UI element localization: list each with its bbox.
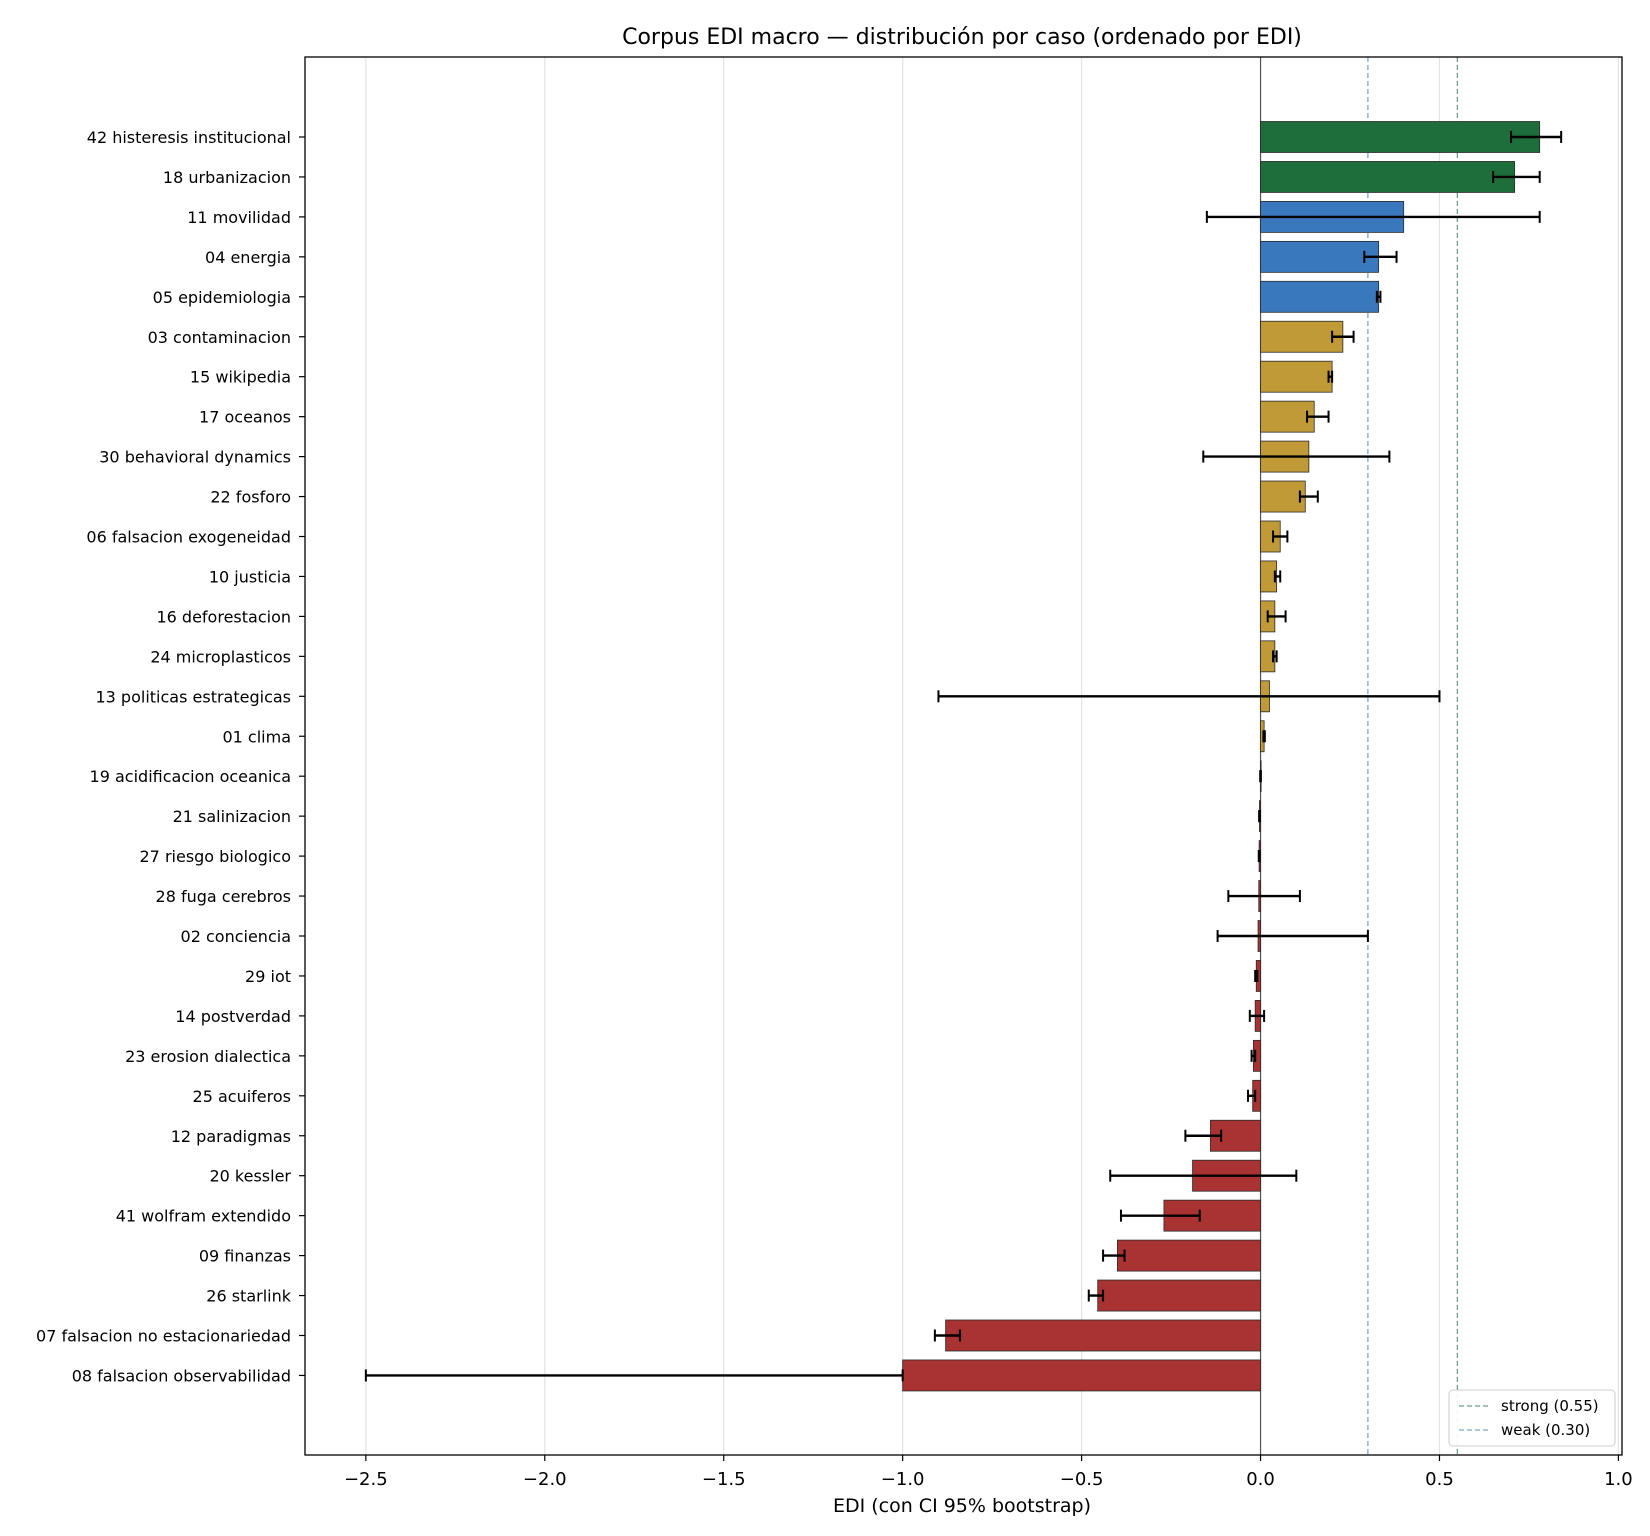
- y-tick-label: 27 riesgo biologico: [140, 847, 292, 866]
- bar: [1260, 360, 1333, 393]
- y-tick-label: 11 movilidad: [187, 208, 291, 227]
- y-tick-label: 06 falsacion exogeneidad: [86, 528, 291, 547]
- bar: [1260, 240, 1380, 273]
- y-tick-label: 09 finanzas: [199, 1247, 291, 1266]
- x-tick-label: 0.0: [1246, 1469, 1275, 1490]
- y-axis-ticks: 42 histeresis institucional 18 urbanizaci…: [36, 128, 305, 1385]
- y-tick-label: 07 falsacion no estacionariedad: [36, 1327, 291, 1346]
- y-tick-label: 21 salinizacion: [173, 807, 291, 826]
- y-tick-label: 22 fosforo: [210, 488, 291, 507]
- y-tick-label: 05 epidemiologia: [153, 288, 291, 307]
- y-tick-label: 15 wikipedia: [190, 368, 291, 387]
- bar: [1260, 480, 1306, 513]
- y-tick-label: 20 kessler: [209, 1167, 291, 1186]
- x-tick-label: −1.0: [881, 1469, 925, 1490]
- x-tick-label: −0.5: [1060, 1469, 1104, 1490]
- y-tick-label: 19 acidificacion oceanica: [90, 767, 291, 786]
- y-tick-label: 41 wolfram extendido: [116, 1207, 291, 1226]
- bars: [902, 121, 1541, 1392]
- bar: [1260, 280, 1380, 313]
- bar: [945, 1319, 1261, 1352]
- y-tick-label: 13 politicas estrategicas: [95, 687, 291, 706]
- y-tick-label: 10 justicia: [209, 567, 291, 586]
- legend-label: strong (0.55): [1501, 1397, 1599, 1415]
- y-tick-label: 26 starlink: [206, 1287, 291, 1306]
- x-tick-label: −2.5: [344, 1469, 388, 1490]
- y-tick-label: 28 fuga cerebros: [156, 887, 291, 906]
- y-tick-label: 42 histeresis institucional: [87, 128, 291, 147]
- y-tick-label: 23 erosion dialectica: [125, 1047, 291, 1066]
- y-tick-label: 14 postverdad: [175, 1007, 291, 1026]
- y-tick-label: 17 oceanos: [199, 408, 291, 427]
- legend-label: weak (0.30): [1501, 1421, 1590, 1439]
- x-axis-label: EDI (con CI 95% bootstrap): [833, 1495, 1091, 1517]
- bar: [1116, 1239, 1261, 1272]
- bar: [1260, 121, 1541, 153]
- error-bars: [364, 131, 1563, 1382]
- y-tick-label: 03 contaminacion: [148, 328, 291, 347]
- y-tick-label: 24 microplasticos: [150, 647, 291, 666]
- y-tick-label: 29 iot: [245, 967, 291, 986]
- y-tick-label: 18 urbanizacion: [163, 168, 291, 187]
- y-tick-label: 25 acuiferos: [193, 1087, 291, 1106]
- x-tick-label: −1.5: [702, 1469, 746, 1490]
- bar: [1097, 1279, 1261, 1312]
- legend-box: [1448, 1389, 1616, 1447]
- x-axis-ticks: −2.5 −2.0 −1.5 −1.0 −0.5 0.0 0.5 1.0: [344, 1455, 1633, 1490]
- y-tick-label: 16 deforestacion: [156, 607, 291, 626]
- bar: [902, 1359, 1261, 1392]
- x-tick-label: 0.5: [1425, 1469, 1454, 1490]
- bar: [1260, 320, 1344, 353]
- y-tick-label: 08 falsacion observabilidad: [72, 1366, 291, 1385]
- y-tick-label: 12 paradigmas: [171, 1127, 291, 1146]
- plot-frame: [304, 56, 1623, 1456]
- y-tick-label: 02 conciencia: [181, 927, 291, 946]
- y-tick-label: 01 clima: [222, 727, 291, 746]
- y-tick-label: 04 energia: [205, 248, 291, 267]
- bar: [1260, 400, 1315, 433]
- x-tick-label: −2.0: [523, 1469, 567, 1490]
- chart-title: Corpus EDI macro — distribución por caso…: [622, 25, 1302, 50]
- legend: strong (0.55) weak (0.30): [1448, 1389, 1616, 1447]
- x-tick-label: 1.0: [1604, 1469, 1633, 1490]
- y-tick-label: 30 behavioral dynamics: [99, 448, 291, 467]
- bar: [1260, 161, 1516, 193]
